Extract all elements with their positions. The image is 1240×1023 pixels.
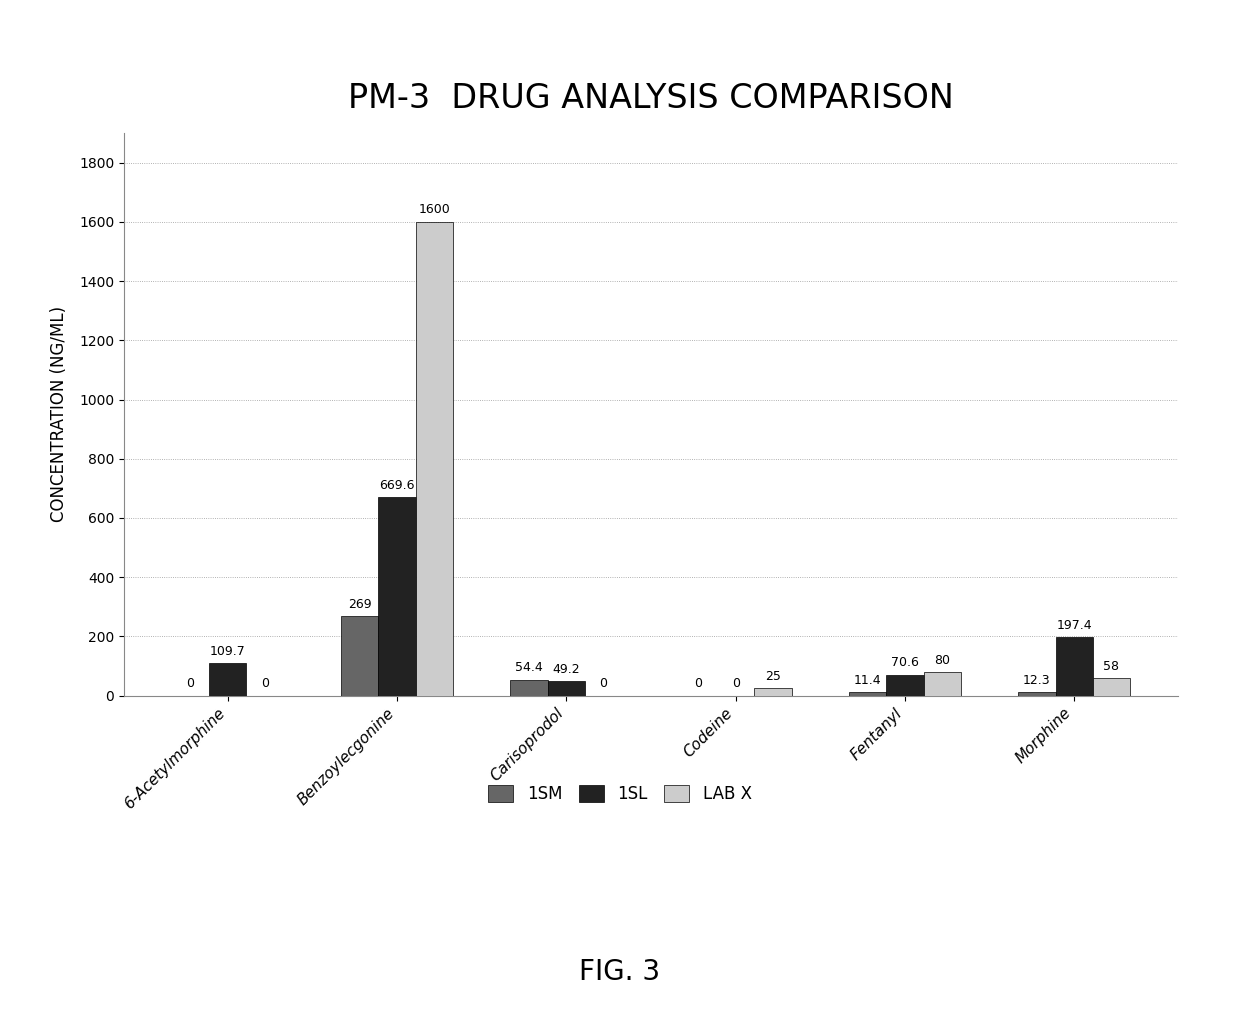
Bar (1055, 637, 1092, 696)
Bar (378, 497, 415, 696)
Text: 0: 0 (694, 677, 702, 691)
Bar (754, 688, 791, 696)
Text: 80: 80 (934, 654, 950, 667)
Text: 0: 0 (732, 677, 739, 691)
Bar (548, 681, 585, 696)
Text: 58: 58 (1104, 660, 1120, 673)
Text: 197.4: 197.4 (1056, 619, 1092, 632)
Bar (887, 675, 924, 696)
Text: 1600: 1600 (418, 204, 450, 217)
Text: 11.4: 11.4 (854, 674, 882, 686)
Bar (415, 222, 453, 696)
Bar (924, 672, 961, 696)
Title: PM-3  DRUG ANALYSIS COMPARISON: PM-3 DRUG ANALYSIS COMPARISON (348, 82, 954, 115)
Text: 269: 269 (348, 597, 372, 611)
Text: 49.2: 49.2 (553, 663, 580, 676)
Text: 25: 25 (765, 670, 781, 683)
Text: 0: 0 (186, 677, 195, 691)
Text: 669.6: 669.6 (379, 479, 415, 492)
Text: 12.3: 12.3 (1023, 674, 1050, 686)
Bar (849, 693, 887, 696)
Bar (210, 663, 247, 696)
Bar (1092, 678, 1130, 696)
Bar (511, 679, 548, 696)
Text: 70.6: 70.6 (892, 657, 919, 669)
Text: 54.4: 54.4 (516, 661, 543, 674)
Text: 0: 0 (260, 677, 269, 691)
Text: 0: 0 (600, 677, 608, 691)
Bar (1018, 692, 1055, 696)
Y-axis label: CONCENTRATION (NG/ML): CONCENTRATION (NG/ML) (50, 306, 68, 523)
Text: 109.7: 109.7 (210, 644, 246, 658)
Text: FIG. 3: FIG. 3 (579, 958, 661, 986)
Legend: 1SM, 1SL, LAB X: 1SM, 1SL, LAB X (481, 779, 759, 810)
Bar (341, 616, 378, 696)
